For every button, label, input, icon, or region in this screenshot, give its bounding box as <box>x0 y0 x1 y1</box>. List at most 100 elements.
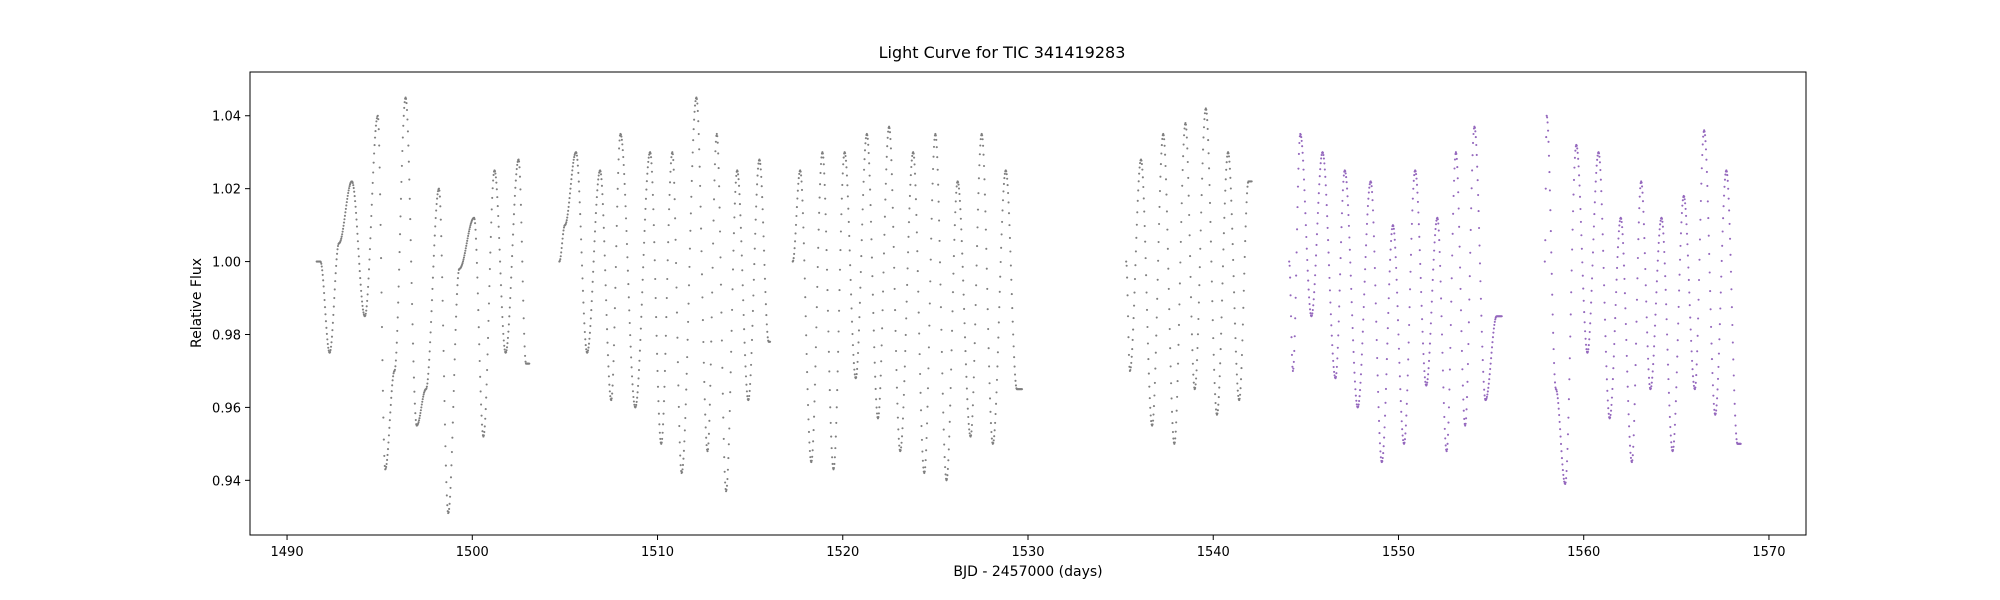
data-point <box>506 342 509 345</box>
data-point <box>1664 275 1667 278</box>
data-point <box>373 152 376 155</box>
data-point <box>855 376 858 379</box>
data-point <box>828 389 831 392</box>
data-point <box>812 429 815 432</box>
data-point <box>502 339 505 342</box>
data-point <box>800 180 803 183</box>
data-point <box>970 424 974 427</box>
data-point <box>1715 409 1718 412</box>
data-point <box>796 189 799 192</box>
data-point <box>1200 194 1203 197</box>
data-point <box>339 239 342 242</box>
data-point <box>1428 351 1431 354</box>
data-point <box>1691 375 1695 378</box>
data-point <box>704 413 707 416</box>
data-point <box>1432 258 1435 261</box>
data-point <box>722 437 725 440</box>
data-point <box>1555 390 1558 393</box>
data-point <box>327 346 330 349</box>
data-point <box>1613 342 1616 346</box>
data-point <box>1439 280 1442 283</box>
data-point <box>1626 385 1629 388</box>
data-point <box>1561 463 1564 466</box>
data-point <box>1314 264 1317 267</box>
data-point <box>1203 112 1206 115</box>
data-point <box>744 365 747 368</box>
data-point <box>884 182 887 185</box>
data-point <box>964 363 967 366</box>
data-point <box>1610 403 1613 406</box>
data-point <box>1662 240 1665 243</box>
data-point <box>871 293 874 296</box>
data-point <box>1478 244 1481 247</box>
data-point <box>1156 297 1159 300</box>
data-point <box>856 351 860 355</box>
data-point <box>1156 278 1159 281</box>
data-point <box>1219 362 1222 365</box>
data-point <box>1157 259 1160 262</box>
data-point <box>1555 388 1558 391</box>
data-point <box>872 311 875 315</box>
data-point <box>852 353 855 356</box>
data-point <box>1366 213 1369 216</box>
data-point <box>380 326 384 329</box>
data-point <box>1336 357 1339 360</box>
data-point <box>939 306 942 309</box>
data-point <box>1595 164 1598 167</box>
data-point <box>1289 315 1293 318</box>
data-point <box>453 374 456 377</box>
data-point <box>1218 386 1221 389</box>
data-point <box>1430 311 1433 314</box>
data-point <box>1206 127 1209 131</box>
data-point <box>429 341 432 344</box>
data-point <box>667 224 670 227</box>
data-point <box>1704 134 1707 137</box>
data-point <box>519 203 522 206</box>
data-point <box>378 144 381 147</box>
data-point <box>367 268 371 271</box>
data-point <box>395 351 398 354</box>
data-point <box>1617 237 1620 240</box>
data-point <box>920 424 923 428</box>
data-point <box>992 439 995 442</box>
data-point <box>906 267 909 270</box>
data-point <box>1489 362 1492 365</box>
data-point <box>901 427 904 430</box>
data-point <box>1224 178 1227 181</box>
data-point <box>410 260 413 263</box>
data-point <box>474 222 477 225</box>
data-point <box>976 226 979 229</box>
data-point <box>1647 357 1650 360</box>
data-point <box>1464 422 1467 425</box>
data-point <box>485 383 488 386</box>
data-point <box>953 224 956 227</box>
data-point <box>1179 261 1182 264</box>
data-point <box>1587 344 1590 347</box>
data-point <box>902 406 905 409</box>
data-point <box>952 255 955 258</box>
data-point <box>1175 421 1178 424</box>
data-point <box>907 235 910 238</box>
data-point <box>523 332 526 335</box>
data-point <box>499 260 502 263</box>
data-point <box>1725 170 1728 173</box>
data-point <box>582 301 585 304</box>
data-point <box>1434 234 1437 237</box>
data-point <box>658 431 661 434</box>
data-point <box>442 375 446 378</box>
data-point <box>813 400 816 403</box>
data-point <box>838 289 841 292</box>
data-point <box>908 207 911 210</box>
data-point <box>1184 123 1187 126</box>
data-point <box>401 149 404 153</box>
data-point <box>919 409 923 412</box>
data-point <box>1228 167 1231 170</box>
data-point <box>657 400 660 403</box>
data-point <box>950 368 953 371</box>
data-point <box>1638 207 1641 210</box>
data-point <box>749 374 752 377</box>
data-point <box>632 400 635 403</box>
data-point <box>499 284 503 287</box>
data-point <box>686 338 689 341</box>
data-point <box>1479 297 1482 300</box>
